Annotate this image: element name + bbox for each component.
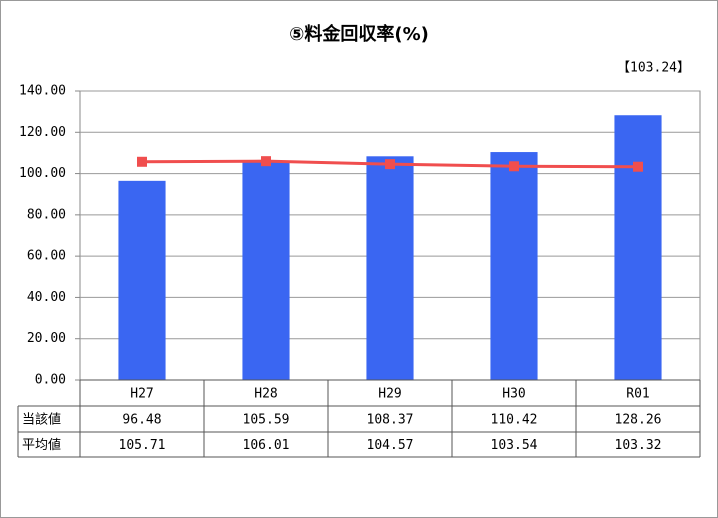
marker xyxy=(137,156,147,167)
table-value: 110.42 xyxy=(491,413,538,428)
table-value: 96.48 xyxy=(122,413,161,428)
annotation: 【103.24】 xyxy=(617,61,690,76)
x-tick-label: H28 xyxy=(254,387,277,402)
y-tick-label: 120.00 xyxy=(19,125,66,140)
table-value: 128.26 xyxy=(615,413,662,428)
x-tick-label: R01 xyxy=(626,387,649,402)
marker xyxy=(509,161,519,172)
bar xyxy=(242,162,290,380)
legend-label: 平均値 xyxy=(22,437,61,453)
table-value: 108.37 xyxy=(367,413,414,428)
y-tick-label: 40.00 xyxy=(27,290,66,305)
table-value: 104.57 xyxy=(367,438,414,453)
y-tick-label: 80.00 xyxy=(27,207,66,222)
x-tick-label: H30 xyxy=(502,387,525,402)
bar xyxy=(118,180,166,380)
bar xyxy=(366,156,414,380)
bar xyxy=(614,115,662,380)
table-value: 105.71 xyxy=(119,438,166,453)
marker xyxy=(261,156,271,167)
table-value: 103.32 xyxy=(615,438,662,453)
y-tick-label: 100.00 xyxy=(19,166,66,181)
y-tick-label: 60.00 xyxy=(27,249,66,264)
y-tick-label: 20.00 xyxy=(27,331,66,346)
x-tick-label: H29 xyxy=(378,387,401,402)
table-value: 105.59 xyxy=(243,413,290,428)
y-tick-label: 140.00 xyxy=(19,84,66,99)
marker xyxy=(385,159,395,170)
table-value: 106.01 xyxy=(243,438,290,453)
bar xyxy=(490,152,538,380)
legend-label: 当該値 xyxy=(22,412,61,428)
x-tick-label: H27 xyxy=(130,387,153,402)
y-tick-label: 0.00 xyxy=(35,373,66,388)
table-value: 103.54 xyxy=(491,438,538,453)
marker xyxy=(633,161,643,172)
chart-title: ⑤料金回収率(%) xyxy=(289,23,429,45)
